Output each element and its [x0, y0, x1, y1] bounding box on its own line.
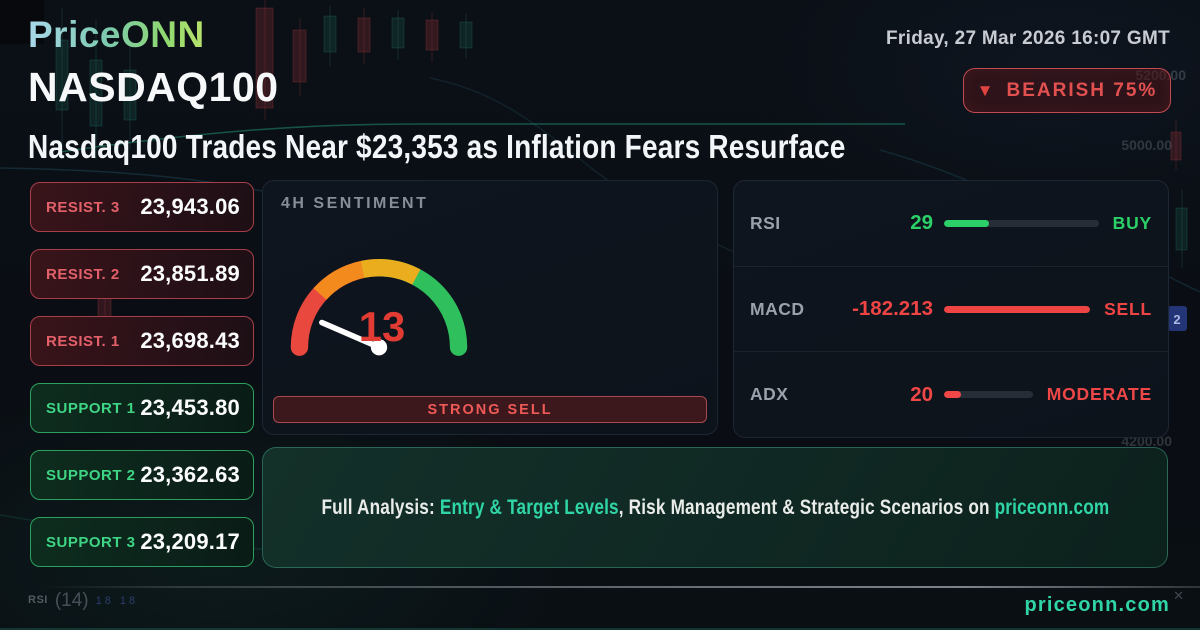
bg-rsi-values: 18 18 [95, 595, 139, 607]
background-candles [55, 0, 1188, 345]
resistance-1-label: RESIST. 1 [46, 332, 120, 350]
headline: Nasdaq100 Trades Near $23,353 as Inflati… [28, 128, 846, 165]
footer-site-link[interactable]: priceonn.com [1024, 594, 1170, 616]
indicator-bar-fill [944, 219, 989, 227]
indicator-name: ADX [750, 384, 789, 405]
analysis-banner: Full Analysis: Entry & Target Levels, Ri… [262, 447, 1168, 568]
support-3-box: SUPPORT 3 23,209.17 [30, 517, 254, 567]
banner-link-entry-target[interactable]: Entry & Target Levels [439, 495, 619, 519]
bg-rsi-period: (14) [54, 590, 89, 611]
analysis-banner-text: Full Analysis: Entry & Target Levels, Ri… [321, 495, 1109, 520]
footer-bg-rsi: RSI (14) 18 18 [28, 590, 138, 612]
indicator-row: MACD -182.213 SELL [734, 265, 1168, 352]
support-2-box: SUPPORT 2 23,362.63 [30, 450, 254, 500]
gauge-seg [360, 259, 421, 285]
gauge-needle [319, 319, 382, 351]
sentiment-title: 4H SENTIMENT [281, 195, 429, 212]
indicator-name: MACD [750, 298, 805, 319]
support-1-value: 23,453.80 [140, 395, 240, 420]
indicator-value: -182.213 [852, 297, 933, 320]
down-triangle-icon: ▼ [976, 81, 994, 100]
indicator-row: RSI 29 BUY [734, 181, 1168, 266]
indicator-bar-fill [944, 391, 961, 399]
support-2-label: SUPPORT 2 [46, 466, 136, 484]
resistance-2-box: RESIST. 2 23,851.89 [30, 249, 254, 299]
resistance-2-label: RESIST. 2 [46, 265, 120, 283]
bg-axis-badge [1168, 306, 1187, 331]
indicator-signal: BUY [1112, 212, 1152, 233]
bg-axis-badge-text: 2 [1173, 312, 1180, 327]
background-corner-square [0, 0, 44, 44]
close-icon: ✕ [1173, 588, 1184, 603]
resistance-1-box: RESIST. 1 23,698.43 [30, 316, 254, 366]
support-3-label: SUPPORT 3 [46, 533, 136, 551]
banner-prefix: Full Analysis: [321, 495, 440, 519]
indicator-bar-track [944, 219, 1099, 227]
trend-badge-label: BEARISH 75% [1006, 79, 1158, 101]
trend-badge[interactable]: ▼ BEARISH 75% [963, 68, 1171, 113]
page-title-symbol: NASDAQ100 [28, 64, 279, 110]
resistance-3-label: RESIST. 3 [46, 198, 120, 216]
indicator-signal: SELL [1104, 298, 1152, 319]
logo: PriceONN [28, 14, 205, 55]
resistance-3-box: RESIST. 3 23,943.06 [30, 182, 254, 232]
levels-column: RESIST. 3 23,943.06 RESIST. 2 23,851.89 … [30, 182, 254, 567]
resistance-2-value: 23,851.89 [140, 261, 240, 286]
sentiment-signal-button[interactable]: STRONG SELL [273, 396, 707, 423]
indicator-name: RSI [750, 212, 781, 233]
sentiment-gauge: 13 [290, 259, 468, 356]
gauge-value: 13 [359, 303, 406, 350]
datetime: Friday, 27 Mar 2026 16:07 GMT [886, 28, 1170, 49]
indicator-signal: MODERATE [1046, 384, 1152, 405]
support-1-label: SUPPORT 1 [46, 399, 136, 417]
gauge-hub [370, 339, 388, 356]
footer-divider [40, 586, 1200, 588]
indicator-value: 20 [910, 382, 933, 406]
banner-middle: , Risk Management & Strategic Scenarios … [618, 495, 995, 519]
indicator-value: 29 [910, 211, 933, 235]
support-3-value: 23,209.17 [140, 529, 240, 554]
indicators-panel: RSI 29 BUY MACD -182.213 SELL ADX 20 MOD… [733, 180, 1169, 438]
indicator-row: ADX 20 MODERATE [734, 351, 1168, 437]
bg-rsi-label: RSI [28, 594, 48, 606]
indicator-bar-track [944, 391, 1033, 399]
resistance-1-value: 23,698.43 [140, 328, 240, 353]
sentiment-panel: 4H SENTIMENT 13 STRONG SELL [262, 180, 718, 435]
indicator-bar-track [944, 305, 1091, 313]
bg-price-label-mid: 5000.00 [1121, 137, 1172, 153]
banner-site-link[interactable]: priceonn.com [994, 495, 1109, 519]
support-1-box: SUPPORT 1 23,453.80 [30, 383, 254, 433]
resistance-3-value: 23,943.06 [140, 194, 240, 219]
support-2-value: 23,362.63 [140, 462, 240, 487]
indicator-bar-fill [944, 305, 1091, 313]
gauge-seg [313, 260, 365, 301]
